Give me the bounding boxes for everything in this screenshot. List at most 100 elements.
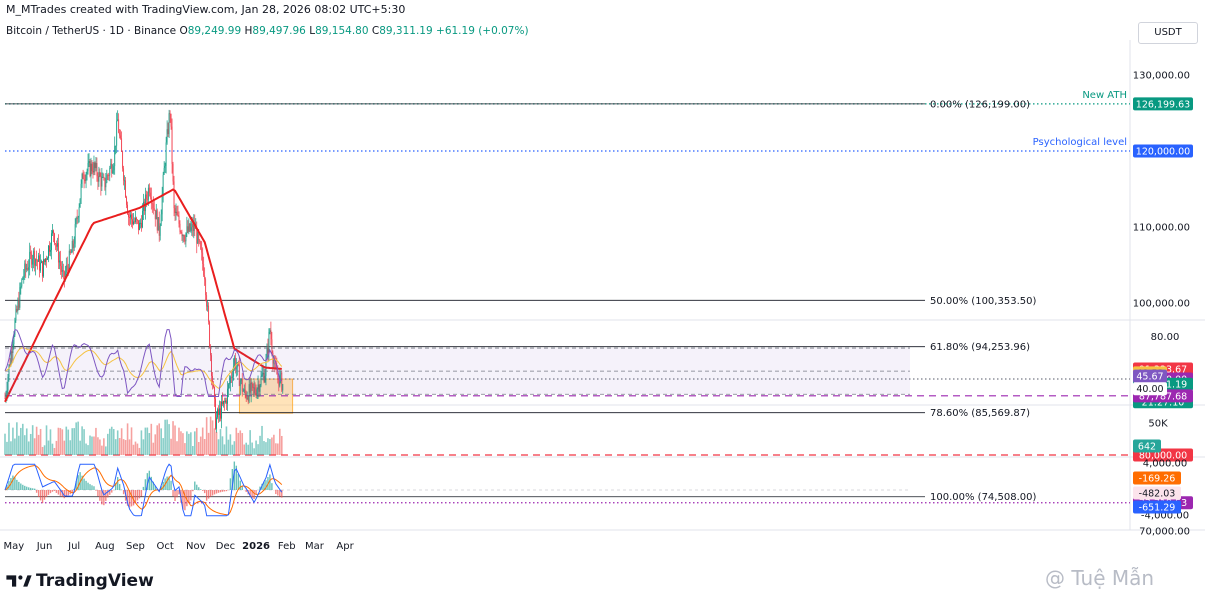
- symbol-label[interactable]: Bitcoin / TetherUS · 1D · Binance: [6, 25, 177, 37]
- time-axis-label: May: [4, 541, 25, 552]
- volume-bar: [217, 439, 220, 455]
- candle-body: [274, 363, 276, 365]
- volume-bar: [55, 440, 58, 455]
- macd-histogram-bar: [12, 475, 14, 490]
- candle-body: [189, 223, 191, 231]
- macd-line: [4, 463, 283, 517]
- volume-bar: [85, 443, 87, 455]
- candle-body: [12, 344, 14, 354]
- macd-histogram-bar: [184, 490, 186, 511]
- candle-body: [199, 240, 201, 243]
- candle-body: [272, 352, 274, 364]
- candle-body: [115, 145, 117, 147]
- low-value: 89,154.80: [315, 25, 369, 37]
- macd-histogram-bar: [194, 481, 196, 490]
- volume-bar: [33, 438, 36, 455]
- volume-bar: [81, 426, 83, 455]
- candle-body: [174, 208, 176, 213]
- candle-body: [177, 215, 179, 217]
- candle-body: [227, 388, 228, 404]
- macd-histogram-bar: [67, 490, 69, 496]
- candle-body: [236, 362, 238, 368]
- candle-body: [67, 267, 69, 272]
- candle-body: [60, 266, 62, 272]
- candle-body: [9, 364, 11, 366]
- volume-bar: [83, 429, 85, 455]
- candle-body: [168, 113, 170, 135]
- tradingview-logo: TradingView: [6, 571, 154, 591]
- change-value: +61.19 (+0.07%): [436, 25, 529, 37]
- moving-average-line: [4, 188, 282, 403]
- macd-histogram-bar: [152, 481, 154, 490]
- volume-bar: [140, 430, 143, 455]
- candle-body: [160, 214, 162, 226]
- macd-histogram-bar: [136, 490, 139, 501]
- high-value: 89,497.96: [252, 25, 306, 37]
- candle-body: [198, 231, 200, 241]
- candle-body: [172, 163, 174, 182]
- time-axis-label: Feb: [278, 541, 296, 552]
- macd-histogram-bar: [28, 487, 30, 490]
- candle-body: [147, 187, 149, 200]
- candle-body: [225, 400, 226, 403]
- macd-histogram-bar: [146, 473, 149, 490]
- volume-bar: [103, 438, 105, 455]
- volume-bar: [118, 438, 121, 455]
- open-label: O: [179, 25, 188, 37]
- volume-bar: [65, 426, 68, 455]
- volume-bar: [57, 427, 60, 455]
- candle-body: [11, 351, 13, 354]
- macd-histogram-bar: [103, 490, 105, 506]
- candle-body: [10, 351, 12, 365]
- volume-bar: [45, 425, 48, 455]
- price-tag-label: 120,000.00: [1136, 147, 1190, 158]
- candle-body: [165, 142, 167, 166]
- chart-canvas[interactable]: 130,000.00 120,000.00 110,000.00 100,000.00…: [0, 40, 1205, 560]
- candle-body: [269, 330, 271, 333]
- volume-bar: [37, 434, 40, 455]
- volume-bar: [174, 425, 176, 455]
- macd-axis-tick: 4,000.00: [1143, 459, 1188, 470]
- candle-body: [18, 300, 20, 308]
- candle-body: [206, 295, 208, 307]
- candle-body: [214, 387, 215, 399]
- candle-body: [191, 223, 193, 228]
- volume-bar: [233, 441, 236, 455]
- candle-body: [105, 182, 107, 188]
- volume-bar: [259, 435, 261, 455]
- volume-bar: [239, 430, 242, 455]
- volume-bar: [101, 445, 103, 455]
- time-axis-label: Aug: [95, 541, 115, 552]
- candle-body: [155, 210, 157, 220]
- macd-histogram-bar: [115, 482, 117, 490]
- candle-body: [35, 259, 37, 266]
- candle-body: [136, 217, 137, 220]
- candle-body: [114, 145, 116, 167]
- volume-bar: [261, 425, 263, 455]
- macd-histogram-bar: [83, 478, 85, 490]
- candle-body: [159, 225, 161, 236]
- volume-bar: [105, 446, 107, 455]
- candle-body: [145, 194, 147, 200]
- candle-body: [244, 389, 246, 394]
- candle-body: [221, 401, 222, 419]
- volume-bar: [255, 440, 257, 455]
- currency-button[interactable]: USDT: [1138, 22, 1198, 44]
- candle-body: [183, 235, 185, 241]
- candle-body: [56, 244, 57, 247]
- rsi-tag-bg: [1133, 382, 1167, 396]
- macd-histogram-bar: [237, 473, 239, 490]
- macd-histogram-bar: [190, 490, 192, 501]
- candle-body: [268, 332, 270, 354]
- volume-bar: [51, 443, 54, 455]
- volume-bar: [265, 442, 267, 455]
- macd-histogram-bar: [281, 490, 283, 498]
- volume-bar: [247, 444, 249, 455]
- candle-body: [232, 366, 234, 377]
- candle-body: [150, 197, 152, 204]
- macd-histogram-bar: [182, 490, 184, 510]
- candle-body: [132, 219, 133, 225]
- macd-histogram-bar: [192, 490, 194, 492]
- candle-body: [104, 178, 106, 188]
- macd-histogram-bar: [174, 490, 176, 502]
